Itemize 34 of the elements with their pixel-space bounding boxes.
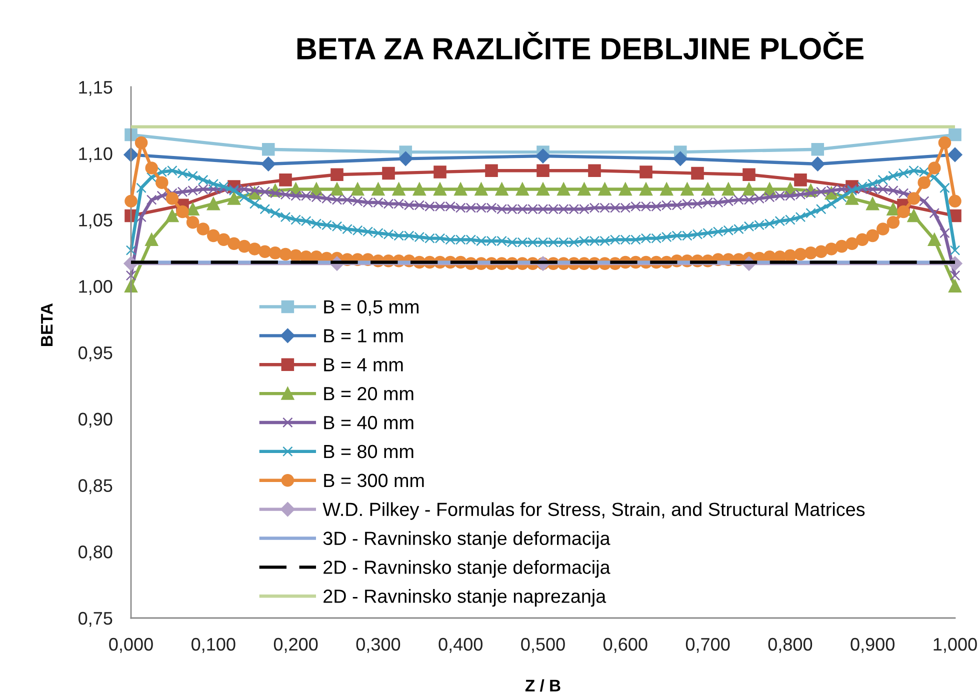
y-tick-label: 1,10	[79, 147, 112, 162]
x-tick-label: 0,500	[521, 638, 565, 653]
x-tick-label: 0,900	[850, 638, 894, 653]
y-tick-label: 0,75	[78, 612, 112, 627]
legend-label: B = 4 mm	[324, 358, 403, 372]
legend-label: B = 80 mm	[324, 444, 414, 458]
y-tick-label: 0,80	[78, 546, 112, 560]
legend-label: W.D. Pilkey - Formulas for Stress, Strain, and Structural Matrices	[322, 502, 865, 520]
y-tick-label: 1,15	[79, 81, 112, 96]
legend-label: 2D - Ravninsko stanje naprezanja	[324, 589, 606, 607]
x-tick-label: 1,000	[934, 638, 977, 653]
legend-label: 2D - Ravninsko stanje deformacija	[324, 560, 610, 578]
y-tick-label: 1,05	[79, 214, 112, 229]
x-tick-label: 0,600	[604, 638, 648, 653]
x-tick-label: 0,300	[356, 638, 400, 653]
y-tick-label: 0,85	[78, 479, 112, 494]
legend-label: B = 300 mm	[324, 474, 424, 488]
legend-label: B = 0,5 mm	[324, 300, 418, 316]
x-tick-label: 0,100	[192, 638, 236, 653]
legend-label: B = 1 mm	[324, 329, 403, 342]
chart-title: BETA ZA RAZLIČITE DEBLJINE PLOČE	[297, 32, 864, 60]
y-tick-label: 1,00	[79, 280, 112, 295]
x-tick-label: 0,400	[438, 638, 482, 653]
x-tick-label: 0,200	[274, 638, 318, 653]
x-tick-label: 0,700	[686, 638, 730, 653]
legend-label: B = 20 mm	[324, 386, 414, 400]
y-tick-label: 0,95	[78, 346, 112, 362]
x-tick-label: 0,800	[768, 638, 812, 653]
y-axis-title: BETA	[41, 303, 53, 346]
legend-label: 3D - Ravninsko stanje deformacija	[323, 531, 610, 549]
x-tick-label: 0,000	[109, 638, 153, 653]
x-axis-title: Z / B	[525, 679, 560, 692]
y-tick-label: 0,90	[78, 412, 112, 428]
legend-label: B = 40 mm	[324, 416, 414, 430]
